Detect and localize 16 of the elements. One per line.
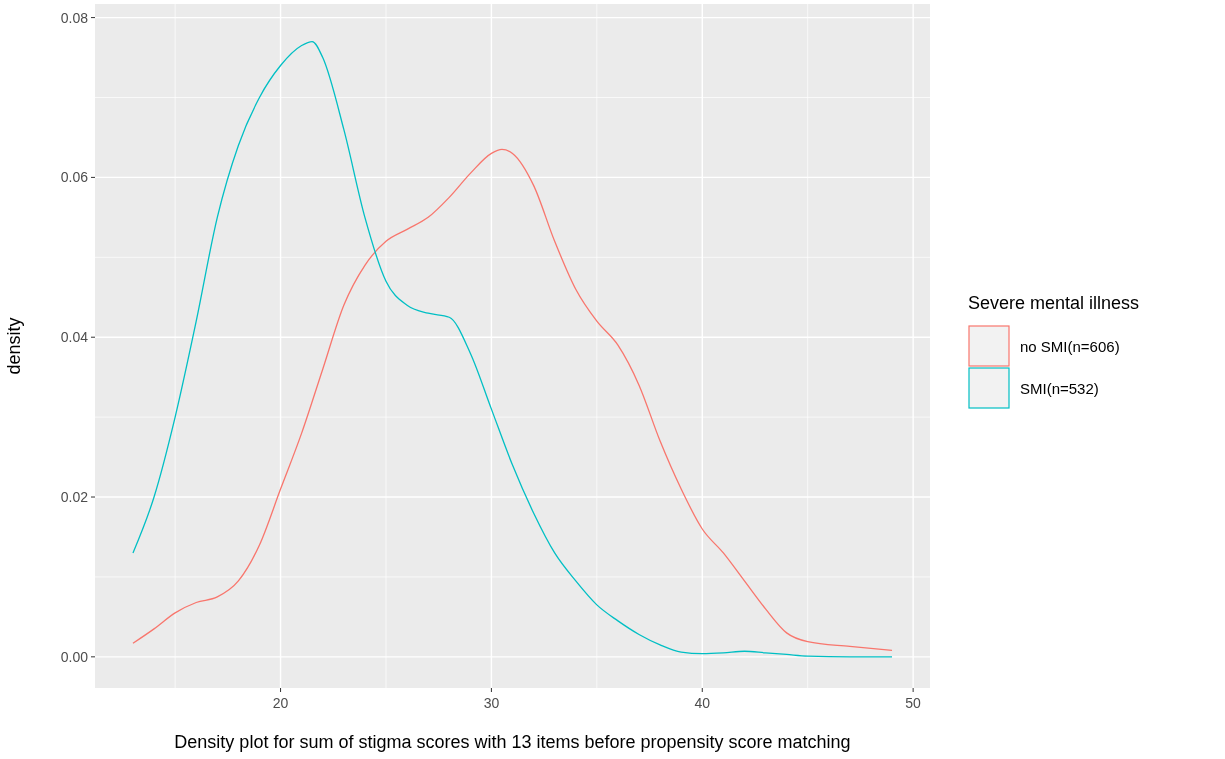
x-tick-label: 20	[272, 695, 289, 711]
text: no SMI(n=606)	[1020, 338, 1120, 355]
legend-title: Severe mental illness	[968, 293, 1140, 313]
line-series	[132, 148, 893, 652]
line-series	[132, 40, 893, 658]
x-tick-label: 50	[905, 695, 922, 711]
y-axis-title: density	[4, 317, 24, 375]
y-tick-label: 0.08	[60, 9, 89, 26]
y-tick-label: 0.04	[60, 329, 89, 346]
x-axis-title: Density plot for sum of stigma scores with 13 items before propensity score matching	[174, 732, 851, 752]
text: SMI(n=532)	[1020, 380, 1099, 397]
y-tick-label: 0.00	[60, 648, 89, 665]
y-tick-label: 0.02	[60, 489, 89, 506]
x-tick-label: 40	[694, 695, 711, 711]
y-tick-label: 0.06	[60, 169, 89, 186]
x-tick-label: 30	[483, 695, 500, 711]
